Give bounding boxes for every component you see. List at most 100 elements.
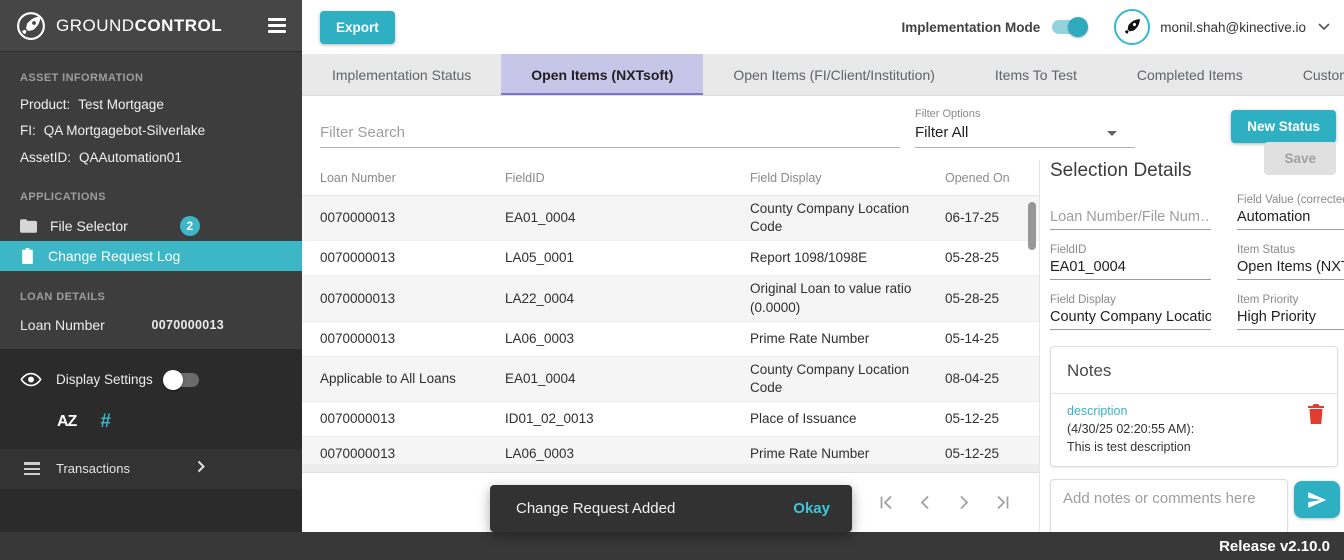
table-body: 0070000013 EA01_0004 County Company Locati… xyxy=(302,196,1039,464)
asset-information-title: ASSET INFORMATION xyxy=(20,72,144,84)
loan-number-value: 0070000013 xyxy=(151,317,224,332)
column-header-opened-on[interactable]: Opened On xyxy=(945,170,1010,185)
tab-implementation-status[interactable]: Implementation Status xyxy=(332,66,472,83)
table-cell: 05-28-25 xyxy=(945,250,1000,266)
filter-options-select[interactable]: Filter Options Filter All xyxy=(915,108,1135,148)
table-cell: 06-17-25 xyxy=(945,210,1000,226)
table-row[interactable]: 0070000013 LA06_0003 Prime Rate Number 05-1… xyxy=(302,322,1039,357)
table-cell: 05-14-25 xyxy=(945,330,1000,346)
main-area: Export Implementation Mode monil.shah@ki… xyxy=(302,0,1344,560)
tab-open-items-nxtsoft[interactable]: Open Items (NXTsoft) xyxy=(501,54,704,95)
table-cell: LA22_0004 xyxy=(505,290,575,306)
chevron-down-icon[interactable] xyxy=(1318,23,1330,31)
sort-alpha-icon[interactable]: AZ xyxy=(57,412,77,430)
brand-name: GROUNDCONTROL xyxy=(56,15,223,35)
content-row: Loan Number FieldID Field Display Opened… xyxy=(302,160,1344,546)
table-cell: 05-12-25 xyxy=(945,411,1000,427)
vertical-scrollbar-thumb[interactable] xyxy=(1028,202,1036,250)
transactions-label: Transactions xyxy=(56,461,130,477)
workspace: New Status Save Filter Options Filter Al… xyxy=(302,96,1344,546)
tab-completed-items[interactable]: Completed Items xyxy=(1136,66,1243,83)
folder-icon xyxy=(20,218,37,233)
column-header-loan-number[interactable]: Loan Number xyxy=(320,170,396,185)
groundcontrol-logo-rocket-icon xyxy=(16,11,46,41)
table-header: Loan Number FieldID Field Display Opened… xyxy=(302,160,1039,196)
note-entry: description (4/30/25 02:20:55 AM): This … xyxy=(1051,394,1337,466)
asset-fi-row: FI: QA Mortgagebot-Silverlake xyxy=(20,123,206,139)
change-request-log-label: Change Request Log xyxy=(48,247,181,264)
column-header-field-display[interactable]: Field Display xyxy=(750,170,822,185)
tab-open-items-fi-client-institution[interactable]: Open Items (FI/Client/Institution) xyxy=(733,66,935,83)
user-email: monil.shah@kinective.io xyxy=(1160,19,1306,35)
first-page-button[interactable] xyxy=(878,495,894,510)
table-cell: 0070000013 xyxy=(320,250,396,266)
sidebar-lower-section: Display Settings AZ # Transactions xyxy=(0,348,302,560)
table-row[interactable]: Applicable to All Loans EA01_0004 County C… xyxy=(302,356,1039,403)
filter-search-input[interactable] xyxy=(320,118,900,148)
toast-message: Change Request Added xyxy=(516,500,676,517)
table-cell: Prime Rate Number xyxy=(750,330,870,346)
loan-details-title: LOAN DETAILS xyxy=(20,290,106,303)
display-settings-row: Display Settings xyxy=(0,363,302,397)
save-button[interactable]: Save xyxy=(1264,142,1336,175)
sidebar: GROUNDCONTROL ASSET INFORMATION Product:… xyxy=(0,0,302,560)
menu-hamburger-icon[interactable] xyxy=(268,18,286,33)
horizontal-scrollbar[interactable] xyxy=(302,464,1039,472)
table-cell: Place of Issuance xyxy=(750,411,857,427)
table-cell: LA06_0003 xyxy=(505,330,575,346)
selection-details-heading: Selection Details xyxy=(1050,160,1192,181)
table-row[interactable]: 0070000013 LA05_0001 Report 1098/1098E 05-2… xyxy=(302,241,1039,277)
item-priority-field[interactable]: Item Priority High Priority xyxy=(1237,294,1344,330)
note-description-link[interactable]: description xyxy=(1067,404,1128,418)
export-button[interactable]: Export xyxy=(320,10,395,44)
display-settings-label: Display Settings xyxy=(56,372,153,388)
sidebar-item-transactions[interactable]: Transactions xyxy=(0,448,302,489)
tabbar: Implementation Status Open Items (NXTsoft… xyxy=(302,54,1344,96)
asset-id-row: AssetID: QAAutomation01 xyxy=(20,149,182,165)
next-page-button[interactable] xyxy=(956,495,972,510)
chevron-right-icon xyxy=(197,460,206,478)
new-status-button[interactable]: New Status xyxy=(1231,110,1336,143)
filter-options-label: Filter Options xyxy=(915,108,981,120)
item-status-field[interactable]: Item Status Open Items (NXTsoft) xyxy=(1237,244,1344,280)
delete-note-trash-icon[interactable] xyxy=(1307,402,1325,456)
select-arrow-icon xyxy=(1107,131,1117,136)
sidebar-item-file-selector[interactable]: File Selector 2 xyxy=(0,211,302,241)
table-cell: 05-12-25 xyxy=(945,446,1000,462)
user-avatar[interactable] xyxy=(1114,9,1151,45)
field-value-corrected-field[interactable]: Field Value (corrected) Automation xyxy=(1237,194,1344,230)
table-cell: Report 1098/1098E xyxy=(750,250,868,266)
column-header-fieldid[interactable]: FieldID xyxy=(505,170,545,185)
tab-items-to-test[interactable]: Items To Test xyxy=(994,66,1077,83)
table-row[interactable]: 0070000013 LA22_0004 Original Loan to valu… xyxy=(302,276,1039,322)
app-footer: Release v2.10.0 xyxy=(0,532,1344,560)
loan-number-file-number-field[interactable]: Loan Number/File Num… xyxy=(1050,194,1211,230)
table-cell: 0070000013 xyxy=(320,330,396,346)
table-cell: ID01_02_0013 xyxy=(505,411,594,427)
tab-custom-items[interactable]: Custom Items xyxy=(1302,66,1344,83)
field-display-field[interactable]: Field Display County Company Location Co… xyxy=(1050,294,1211,330)
send-note-button[interactable] xyxy=(1294,481,1340,519)
applications-title: APPLICATIONS xyxy=(20,190,106,203)
table-cell: Applicable to All Loans xyxy=(320,370,456,386)
change-request-table: Loan Number FieldID Field Display Opened… xyxy=(302,160,1040,532)
table-cell: County Company Location Code xyxy=(750,361,910,396)
table-cell: 0070000013 xyxy=(320,290,396,306)
filter-options-value: Filter All xyxy=(915,120,1135,148)
send-icon xyxy=(1308,491,1327,508)
previous-page-button[interactable] xyxy=(917,495,933,510)
sidebar-item-change-request-log[interactable]: Change Request Log xyxy=(0,240,302,271)
table-row[interactable]: 0070000013 EA01_0004 County Company Locati… xyxy=(302,196,1039,242)
fieldid-field[interactable]: FieldID EA01_0004 xyxy=(1050,244,1211,280)
notes-card: Notes description (4/30/25 02:20:55 AM):… xyxy=(1050,346,1338,468)
table-row[interactable]: 0070000013 LA06_0003 Prime Rate Number 05-1… xyxy=(302,437,1039,464)
implementation-mode-toggle[interactable] xyxy=(1052,17,1089,37)
toast-okay-button[interactable]: Okay xyxy=(793,500,830,517)
sort-numeric-icon[interactable]: # xyxy=(100,410,111,432)
table-row[interactable]: 0070000013 ID01_02_0013 Place of Issuance 0… xyxy=(302,402,1039,438)
table-cell: 08-04-25 xyxy=(945,370,1000,386)
note-text: This is test description xyxy=(1067,440,1191,455)
last-page-button[interactable] xyxy=(995,495,1011,510)
display-settings-toggle[interactable] xyxy=(162,369,199,390)
